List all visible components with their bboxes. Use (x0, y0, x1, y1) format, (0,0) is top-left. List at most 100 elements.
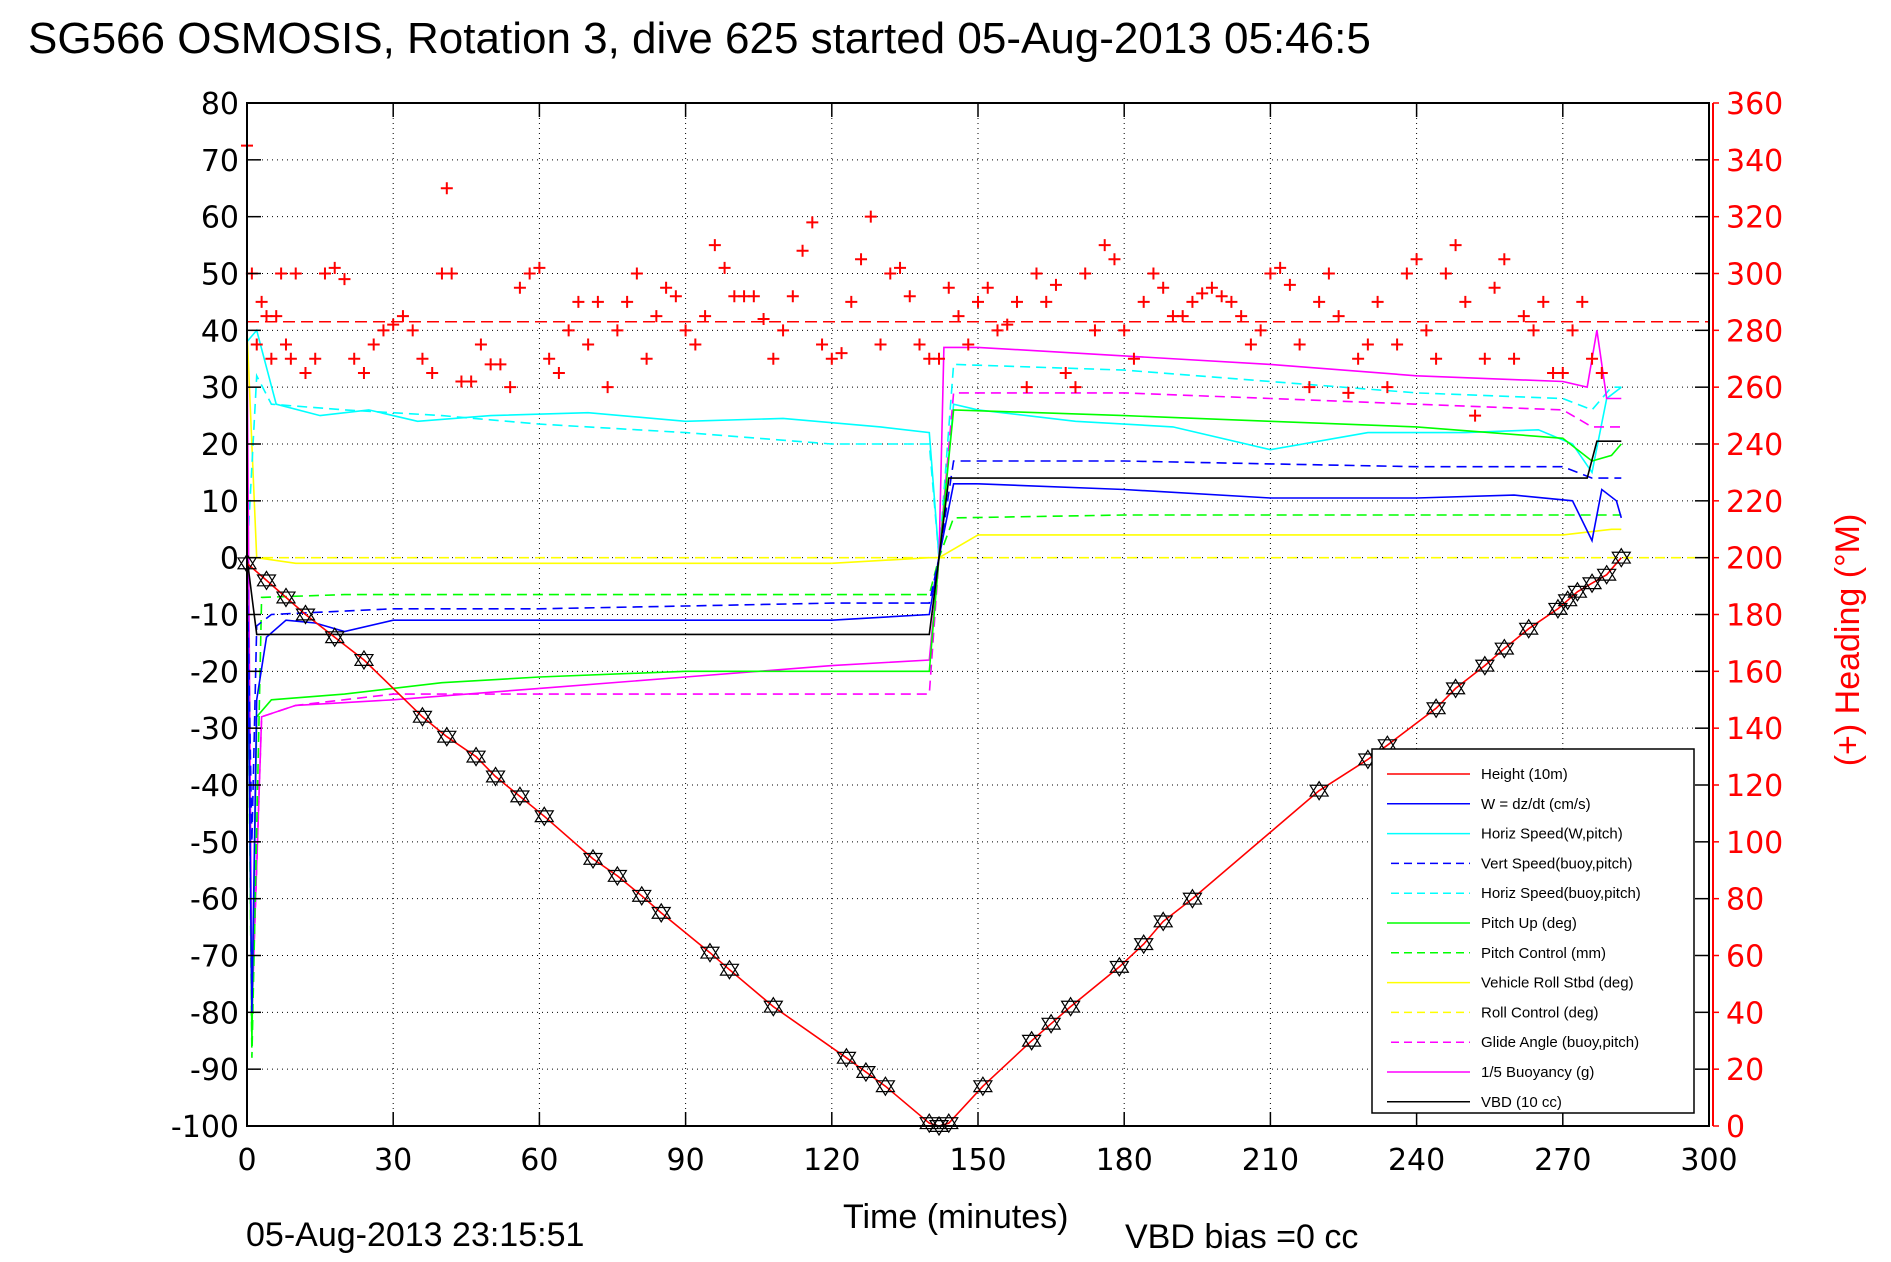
heading-marker (640, 352, 653, 365)
heading-marker (1391, 338, 1404, 351)
heading-marker (1088, 324, 1101, 337)
heading-marker (338, 273, 351, 286)
legend-item: 1/5 Buoyancy (g) (1387, 1064, 1594, 1081)
heading-marker (1332, 310, 1345, 323)
heading-marker (689, 338, 702, 351)
series-line-vert-speed-buoy-pitch (246, 460, 1622, 842)
series-line-pitch-up-deg (246, 409, 1622, 1041)
series-line-horiz-speed-buoy-pitch (246, 363, 1622, 558)
heading-marker (552, 366, 565, 379)
heading-marker (1508, 352, 1521, 365)
heading-marker (1322, 267, 1335, 280)
heading-marker (1449, 239, 1462, 252)
heading-marker (786, 290, 799, 303)
y-right-tick-label: 40 (1726, 996, 1764, 1031)
y-tick-label: -20 (190, 655, 239, 690)
legend-item: VBD (10 cc) (1387, 1094, 1562, 1111)
legend-item: Vert Speed(buoy,pitch) (1391, 855, 1632, 872)
heading-marker (630, 267, 643, 280)
depth-marker (1474, 655, 1495, 676)
heading-marker (1176, 310, 1189, 323)
heading-marker (1586, 352, 1599, 365)
depth-marker (972, 1076, 993, 1097)
x-tick-label: 270 (1534, 1143, 1591, 1178)
y-tick-label: -100 (171, 1110, 239, 1145)
series-line-vehicle-roll-stbd-deg (246, 330, 1622, 565)
depth-marker (1153, 911, 1174, 932)
heading-marker (1137, 295, 1150, 308)
y-tick-label: 80 (201, 87, 239, 122)
heading-marker (884, 267, 897, 280)
heading-marker (582, 338, 595, 351)
heading-marker (1342, 386, 1355, 399)
heading-marker (1215, 290, 1228, 303)
heading-marker (1049, 278, 1062, 291)
heading-marker (942, 281, 955, 294)
heading-marker (1244, 338, 1257, 351)
heading-marker (1186, 295, 1199, 308)
legend-label: Height (10m) (1481, 766, 1568, 783)
x-axis-label: Time (minutes) (843, 1198, 1068, 1236)
heading-marker (806, 216, 819, 229)
y-tick-label: -90 (190, 1053, 239, 1088)
legend-item: Height (10m) (1387, 766, 1568, 783)
heading-marker (1118, 324, 1131, 337)
heading-marker (1459, 295, 1472, 308)
heading-marker (416, 352, 429, 365)
depth-marker (1557, 590, 1578, 611)
heading-marker (1040, 295, 1053, 308)
y-right-tick-label: 360 (1726, 87, 1783, 122)
heading-marker (309, 352, 322, 365)
heading-marker (855, 253, 868, 266)
heading-marker (708, 239, 721, 252)
heading-marker (796, 244, 809, 257)
heading-marker (284, 352, 297, 365)
legend-label: W = dz/dt (cm/s) (1481, 796, 1591, 813)
heading-marker (318, 267, 331, 280)
y-axis-right: 3603403203002802602402202001801601401201… (1695, 87, 1783, 1145)
depth-marker (1445, 678, 1466, 699)
heading-marker (816, 338, 829, 351)
heading-marker (250, 338, 263, 351)
x-tick-label: 180 (1096, 1143, 1153, 1178)
y-tick-label: 20 (201, 428, 239, 463)
x-tick-label: 240 (1388, 1143, 1445, 1178)
heading-marker (835, 347, 848, 360)
depth-marker (1182, 888, 1203, 909)
heading-marker (1303, 381, 1316, 394)
heading-marker (962, 338, 975, 351)
heading-marker (494, 358, 507, 371)
heading-marker (1293, 338, 1306, 351)
depth-marker (631, 885, 652, 906)
heading-marker (767, 352, 780, 365)
heading-marker (777, 324, 790, 337)
legend-label: VBD (10 cc) (1481, 1094, 1562, 1111)
heading-marker (650, 310, 663, 323)
y-tick-label: 40 (201, 314, 239, 349)
y-right-tick-label: 320 (1726, 201, 1783, 236)
y-right-tick-label: 220 (1726, 485, 1783, 520)
heading-marker (1576, 295, 1589, 308)
heading-marker (1069, 381, 1082, 394)
heading-marker (591, 295, 604, 308)
heading-marker (562, 324, 575, 337)
heading-marker (1371, 295, 1384, 308)
heading-marker (1566, 324, 1579, 337)
y-tick-label: -40 (190, 769, 239, 804)
heading-marker (679, 324, 692, 337)
heading-marker (504, 381, 517, 394)
depth-marker (719, 959, 740, 980)
heading-marker (1196, 287, 1209, 300)
x-tick-label: 210 (1242, 1143, 1299, 1178)
depth-marker (1611, 547, 1632, 568)
depth-marker (582, 848, 604, 870)
y-tick-label: -70 (190, 940, 239, 975)
heading-marker (1430, 352, 1443, 365)
depth-marker (1547, 598, 1569, 619)
y-right-tick-label: 20 (1726, 1053, 1764, 1088)
y-tick-label: -60 (190, 883, 239, 918)
y-tick-label: -30 (190, 712, 239, 747)
heading-marker (952, 310, 965, 323)
heading-marker (747, 290, 760, 303)
legend-item: Pitch Up (deg) (1387, 915, 1577, 932)
